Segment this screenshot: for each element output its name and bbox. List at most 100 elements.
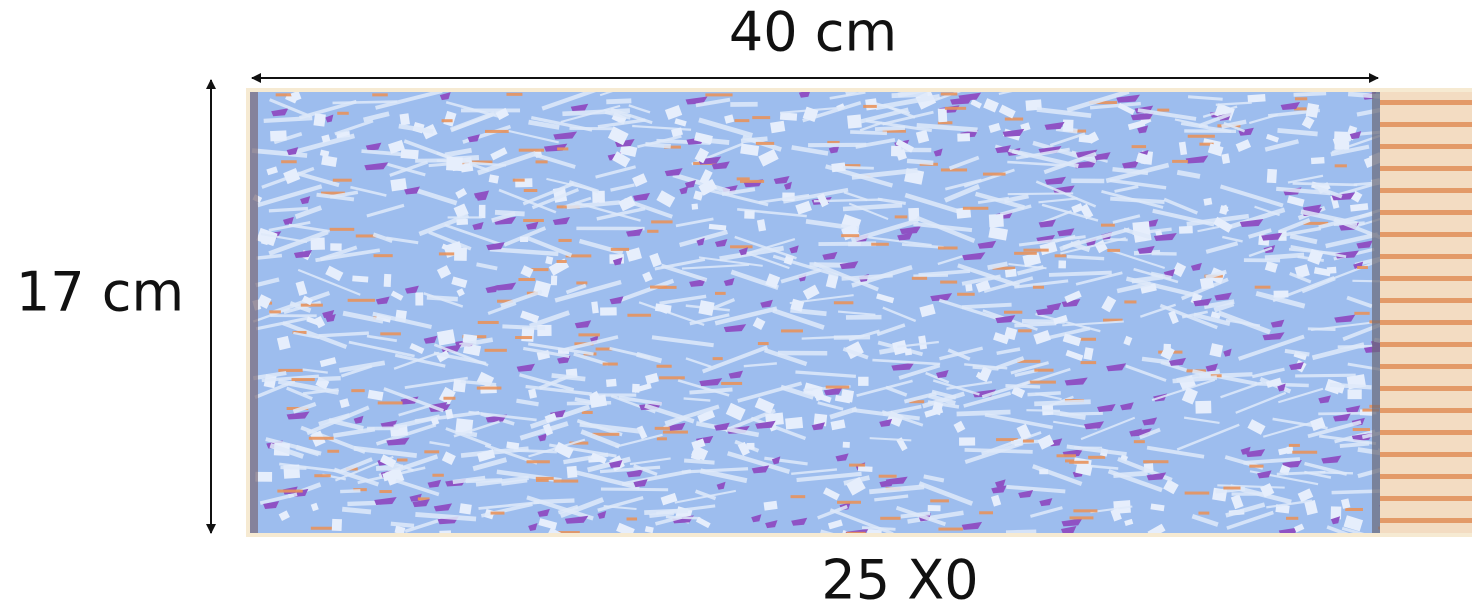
streak (1278, 387, 1324, 404)
fragment (1062, 333, 1082, 347)
fragment (600, 307, 617, 316)
hot-deposit (871, 242, 889, 246)
streak (587, 456, 631, 473)
streak (513, 448, 557, 454)
streak (428, 162, 450, 168)
streak (1060, 237, 1127, 255)
hot-deposit (1254, 285, 1271, 289)
fragment (919, 303, 936, 318)
streak (1356, 107, 1380, 117)
fragment (1124, 518, 1134, 527)
hot-deposit (1357, 265, 1368, 269)
deposit (564, 515, 589, 524)
streak (348, 340, 415, 358)
fragment (383, 273, 392, 287)
streak (418, 213, 470, 237)
fragment (441, 451, 456, 465)
streak (289, 133, 356, 156)
fragment (694, 147, 710, 164)
fragment (390, 178, 407, 192)
deposit (835, 453, 849, 462)
fragment (1075, 462, 1093, 476)
streak (795, 370, 856, 379)
streak (1225, 318, 1261, 327)
deposit (1044, 176, 1067, 185)
deposit (1318, 395, 1331, 404)
streak (502, 324, 546, 331)
hot-deposit (863, 104, 877, 108)
fragment (924, 406, 944, 418)
fragment (256, 294, 272, 309)
hot-deposit (721, 381, 743, 385)
hot-deposit (351, 389, 365, 393)
streak (1187, 95, 1223, 101)
hot-deposit (849, 463, 866, 467)
fragment (1065, 349, 1084, 362)
streak (1353, 181, 1380, 187)
deposit (1257, 470, 1272, 479)
streak (708, 188, 769, 207)
fragment (763, 500, 778, 511)
streak (478, 501, 540, 510)
hot-deposit (755, 141, 775, 145)
stripe (1380, 232, 1472, 237)
hot-deposit (909, 400, 925, 404)
fragment (390, 290, 404, 301)
deposit (1169, 357, 1187, 366)
streak (1193, 312, 1231, 327)
streak (460, 379, 497, 387)
deposit (472, 222, 484, 231)
fragment (1305, 102, 1320, 118)
deposit (375, 296, 390, 305)
streak (1276, 186, 1331, 196)
streak (664, 404, 720, 426)
streak (503, 226, 547, 247)
deposit (380, 420, 398, 429)
streak (695, 421, 760, 438)
deposit (714, 422, 730, 431)
streak (559, 497, 605, 519)
streak (843, 191, 868, 202)
streak (1205, 241, 1239, 254)
streak (1311, 342, 1365, 361)
hot-deposit (937, 246, 958, 250)
fragment (690, 450, 702, 461)
fragment (1079, 203, 1094, 220)
streak (280, 465, 307, 470)
fragment (439, 530, 452, 533)
fragment (1345, 125, 1358, 141)
streak (1005, 529, 1037, 533)
shower-texture (251, 92, 1380, 533)
hot-deposit (380, 332, 401, 336)
hot-deposit (581, 410, 593, 414)
deposit (633, 192, 651, 201)
streak (341, 506, 372, 515)
fragment (908, 207, 920, 222)
deposit (991, 485, 1007, 494)
fragment (488, 174, 500, 184)
streak (302, 388, 339, 396)
streak (698, 117, 753, 138)
deposit (1239, 218, 1264, 227)
streak (791, 468, 838, 475)
fragment (545, 255, 554, 265)
streak (681, 263, 750, 270)
fragment (544, 412, 557, 423)
hot-deposit (602, 362, 618, 366)
hot-deposit (662, 430, 688, 434)
deposit (879, 418, 893, 427)
streak (428, 230, 472, 251)
streak (1107, 469, 1163, 493)
hot-deposit (1249, 464, 1264, 468)
hot-deposit (372, 93, 388, 97)
fragment (1039, 241, 1058, 256)
streak (1006, 484, 1066, 494)
streak (1300, 209, 1358, 227)
streak (393, 351, 440, 370)
streak (877, 197, 906, 205)
width-label: 40 cm (729, 1, 897, 64)
streak (255, 277, 280, 288)
hot-deposit (1028, 380, 1056, 384)
hot-deposit (321, 191, 346, 195)
streak (860, 107, 909, 124)
